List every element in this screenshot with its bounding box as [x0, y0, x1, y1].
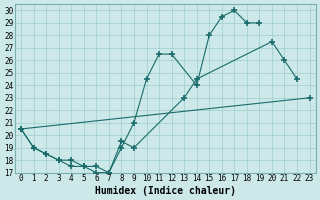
X-axis label: Humidex (Indice chaleur): Humidex (Indice chaleur) [95, 186, 236, 196]
